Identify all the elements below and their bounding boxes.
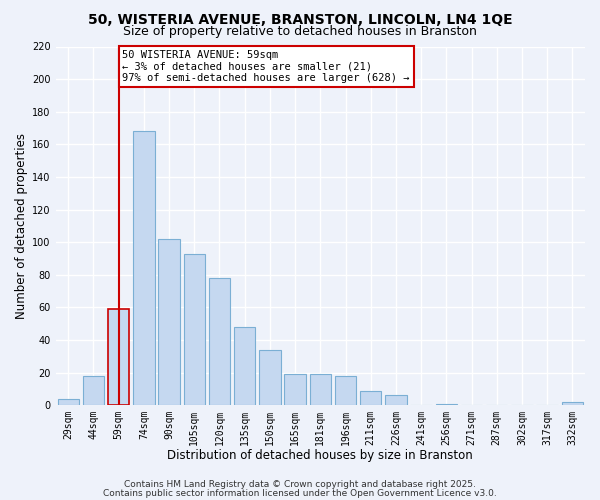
Text: Contains HM Land Registry data © Crown copyright and database right 2025.: Contains HM Land Registry data © Crown c…: [124, 480, 476, 489]
Bar: [184, 254, 205, 405]
Bar: [562, 402, 583, 405]
X-axis label: Distribution of detached houses by size in Branston: Distribution of detached houses by size …: [167, 450, 473, 462]
Text: 50 WISTERIA AVENUE: 59sqm
← 3% of detached houses are smaller (21)
97% of semi-d: 50 WISTERIA AVENUE: 59sqm ← 3% of detach…: [122, 50, 410, 83]
Text: Size of property relative to detached houses in Branston: Size of property relative to detached ho…: [123, 25, 477, 38]
Text: Contains public sector information licensed under the Open Government Licence v3: Contains public sector information licen…: [103, 488, 497, 498]
Bar: [335, 376, 356, 405]
Bar: [259, 350, 281, 405]
Bar: [360, 390, 382, 405]
Bar: [385, 396, 407, 405]
Text: 50, WISTERIA AVENUE, BRANSTON, LINCOLN, LN4 1QE: 50, WISTERIA AVENUE, BRANSTON, LINCOLN, …: [88, 12, 512, 26]
Bar: [58, 398, 79, 405]
Bar: [158, 239, 180, 405]
Bar: [209, 278, 230, 405]
Bar: [133, 132, 155, 405]
Bar: [108, 309, 130, 405]
Bar: [83, 376, 104, 405]
Bar: [436, 404, 457, 405]
Bar: [234, 327, 256, 405]
Bar: [310, 374, 331, 405]
Bar: [284, 374, 306, 405]
Y-axis label: Number of detached properties: Number of detached properties: [15, 133, 28, 319]
